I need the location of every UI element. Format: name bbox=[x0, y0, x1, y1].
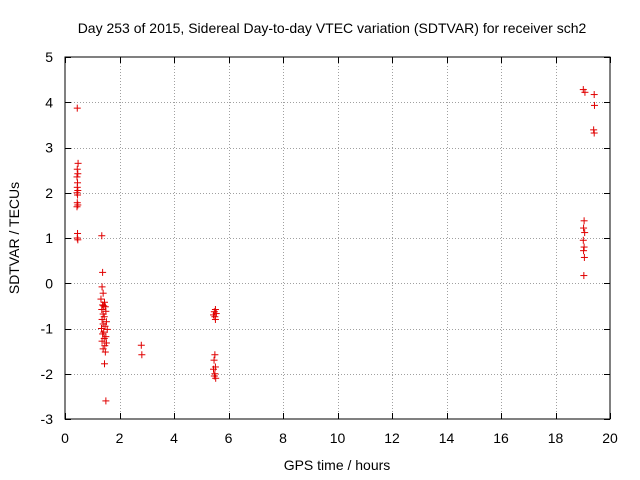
data-point bbox=[99, 289, 107, 297]
data-point bbox=[210, 365, 218, 373]
x-tick-label: 10 bbox=[330, 430, 346, 446]
y-tick-label: 1 bbox=[45, 230, 53, 246]
x-tick-label: 4 bbox=[170, 430, 178, 446]
data-point bbox=[73, 165, 81, 173]
y-tick-label: 0 bbox=[45, 275, 53, 291]
y-tick-label: -2 bbox=[41, 366, 54, 382]
x-tick-label: 18 bbox=[548, 430, 564, 446]
data-point bbox=[590, 101, 598, 109]
x-tick-label: 16 bbox=[493, 430, 509, 446]
data-point bbox=[590, 126, 598, 134]
x-axis-label: GPS time / hours bbox=[284, 457, 391, 473]
data-point bbox=[101, 342, 109, 350]
data-point bbox=[74, 236, 82, 244]
data-point bbox=[579, 236, 587, 244]
data-point bbox=[74, 191, 82, 199]
data-point bbox=[137, 341, 145, 349]
y-tick-label: -1 bbox=[41, 321, 54, 337]
y-tick-label: -3 bbox=[41, 411, 54, 427]
y-tick-labels: -3 -2 -1 0 1 2 3 4 5 bbox=[41, 49, 54, 427]
x-tick-label: 0 bbox=[61, 430, 69, 446]
data-point bbox=[103, 325, 111, 333]
x-tick-label: 14 bbox=[439, 430, 455, 446]
data-point bbox=[101, 348, 109, 356]
data-point bbox=[73, 173, 81, 181]
data-point bbox=[102, 333, 110, 341]
data-point bbox=[211, 315, 219, 323]
data-point bbox=[101, 303, 109, 311]
data-point bbox=[210, 356, 218, 364]
data-point bbox=[74, 170, 82, 178]
data-point bbox=[99, 268, 107, 276]
data-point bbox=[101, 360, 109, 368]
x-tick-label: 6 bbox=[225, 430, 233, 446]
data-point bbox=[98, 305, 106, 313]
data-point bbox=[580, 247, 588, 255]
data-point bbox=[97, 295, 105, 303]
data-point bbox=[98, 325, 106, 332]
data-point bbox=[98, 283, 106, 291]
data-point bbox=[73, 104, 81, 112]
x-tick-label: 2 bbox=[116, 430, 124, 446]
data-point bbox=[212, 374, 220, 382]
chart-title: Day 253 of 2015, Sidereal Day-to-day VTE… bbox=[78, 20, 587, 36]
data-point bbox=[100, 302, 108, 310]
data-point bbox=[580, 224, 588, 232]
data-point bbox=[580, 272, 588, 280]
data-point bbox=[580, 217, 588, 225]
data-point bbox=[581, 229, 589, 237]
data-point bbox=[138, 351, 146, 359]
axis-ticks bbox=[65, 57, 611, 420]
y-tick-label: 2 bbox=[45, 185, 53, 201]
y-tick-label: 3 bbox=[45, 140, 53, 156]
data-point bbox=[102, 397, 110, 405]
data-point bbox=[590, 129, 598, 137]
x-tick-labels: 0 2 4 6 8 10 12 14 16 18 20 bbox=[61, 430, 618, 446]
data-point bbox=[73, 203, 81, 211]
data-point bbox=[98, 337, 106, 345]
data-point bbox=[580, 243, 588, 251]
data-point bbox=[590, 91, 598, 99]
data-point bbox=[74, 201, 82, 209]
x-tick-label: 20 bbox=[602, 430, 618, 446]
data-point bbox=[581, 88, 589, 96]
data-point bbox=[98, 315, 106, 323]
x-tick-label: 8 bbox=[279, 430, 287, 446]
x-tick-label: 12 bbox=[384, 430, 400, 446]
grid-lines bbox=[65, 57, 610, 419]
data-points bbox=[73, 86, 598, 405]
y-axis-label: SDTVAR / TECUs bbox=[6, 182, 22, 294]
data-point bbox=[74, 159, 82, 167]
y-tick-label: 4 bbox=[45, 94, 53, 110]
data-point bbox=[100, 328, 108, 336]
data-point bbox=[73, 234, 81, 242]
data-point bbox=[580, 253, 588, 261]
data-point bbox=[98, 232, 106, 240]
data-point bbox=[211, 351, 219, 359]
data-point bbox=[210, 311, 218, 319]
y-tick-label: 5 bbox=[45, 49, 53, 65]
